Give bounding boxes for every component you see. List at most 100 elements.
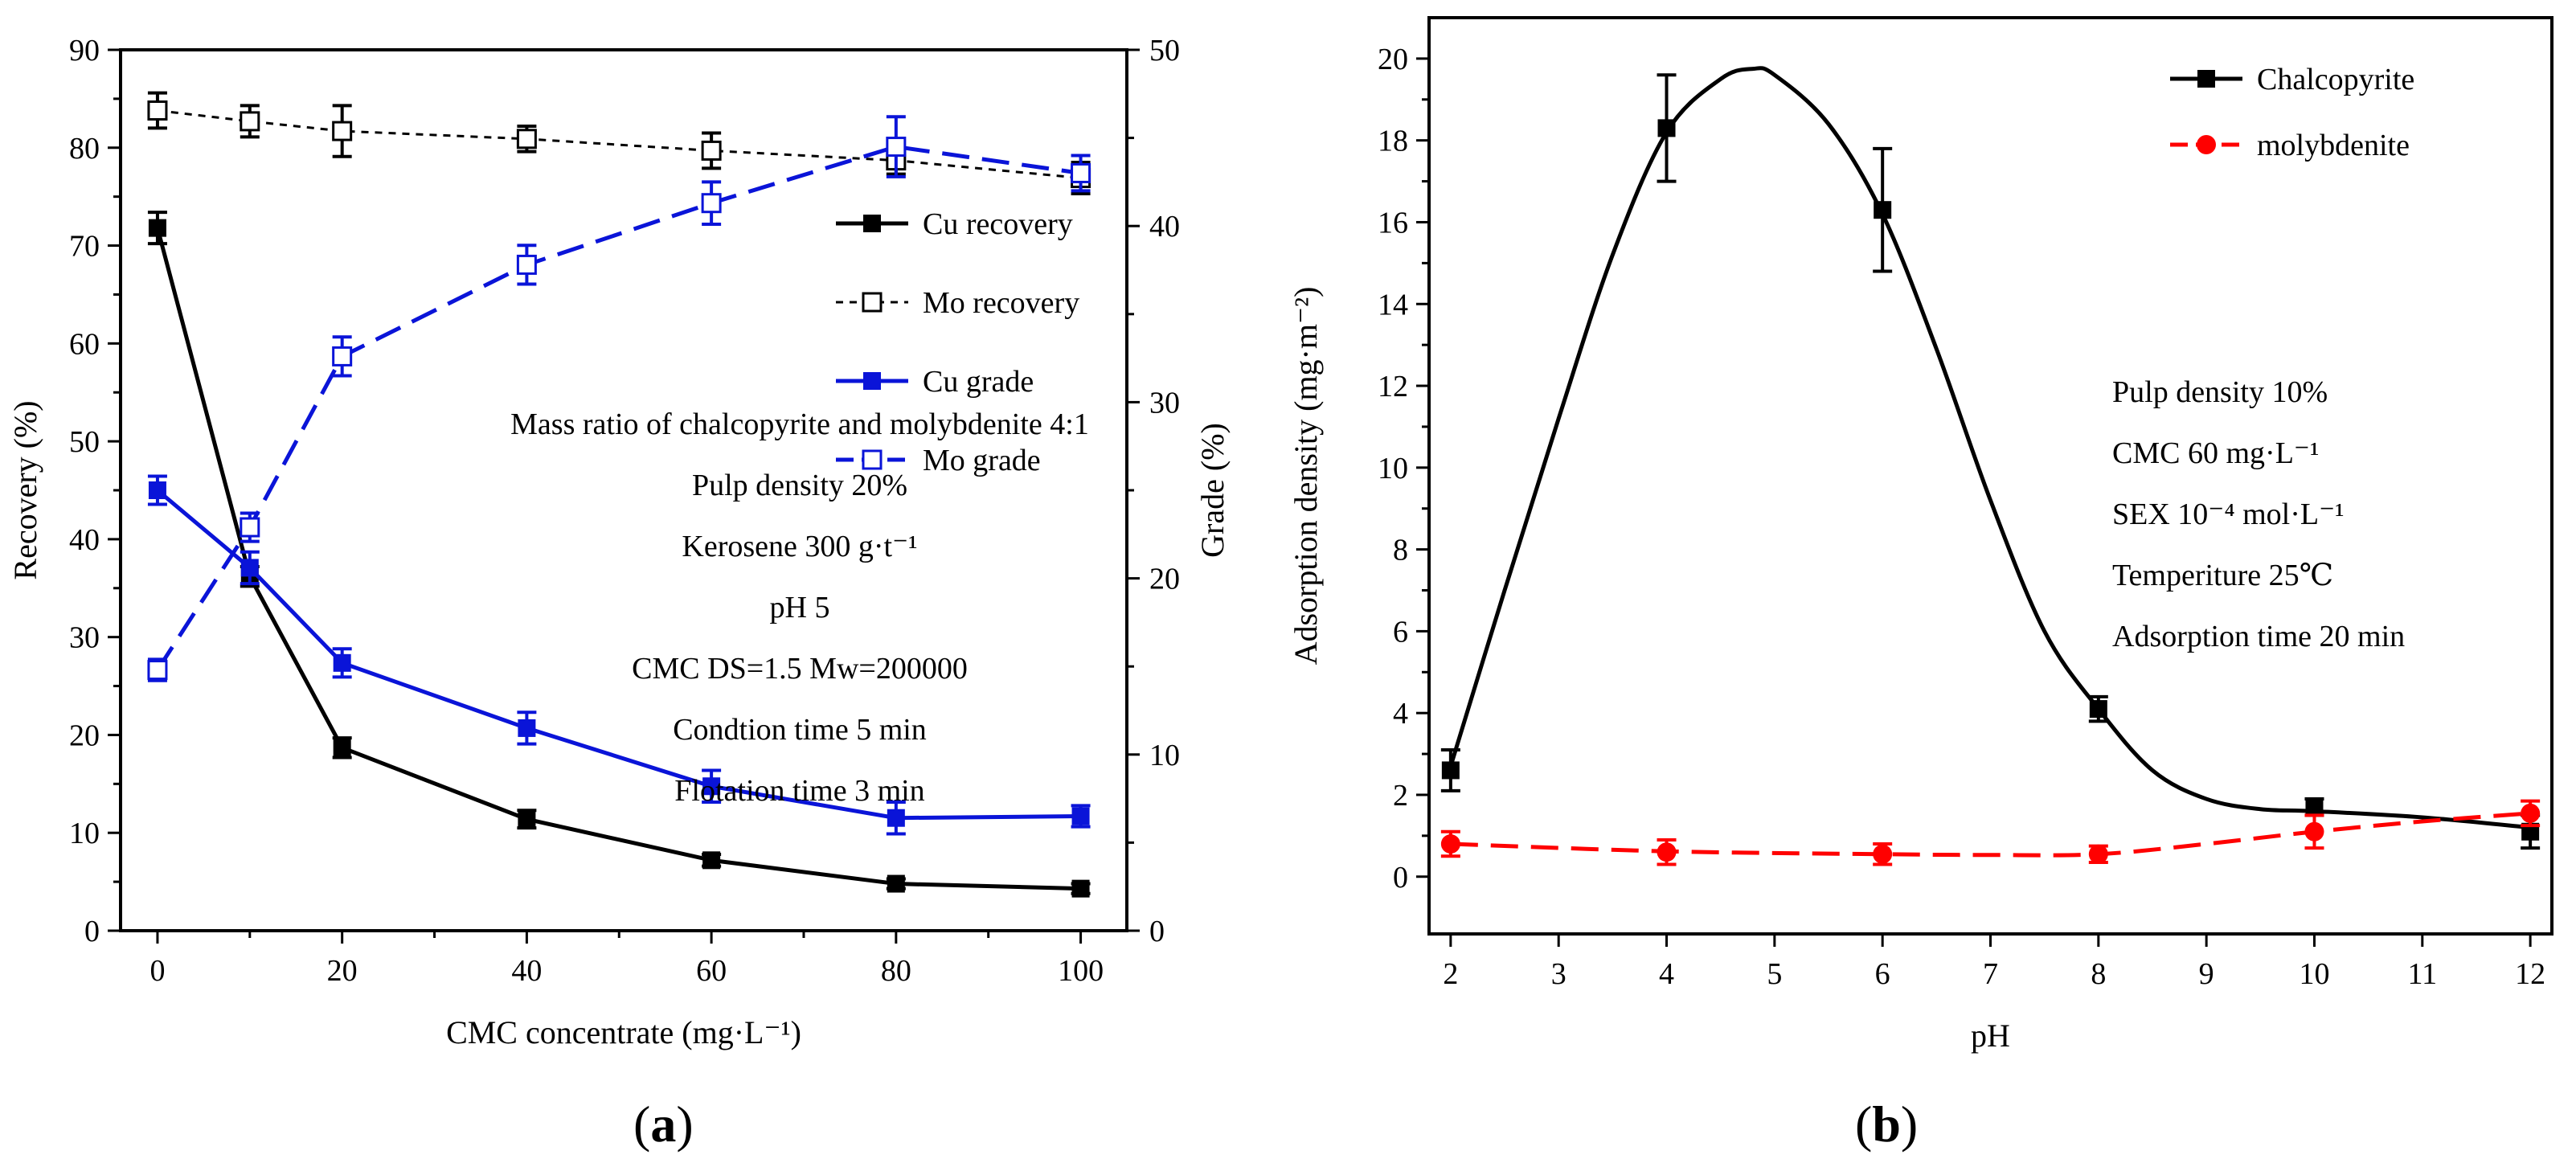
legend-label: Chalcopyrite (2257, 63, 2414, 96)
data-point (887, 809, 905, 827)
x-tick-label: 100 (1058, 954, 1104, 988)
y-tick-label: 90 (69, 34, 100, 68)
data-point (516, 254, 537, 275)
legend-marker (863, 215, 881, 232)
y-tick-label: 6 (1393, 615, 1408, 649)
data-point (1071, 162, 1091, 183)
data-point (518, 810, 536, 829)
y-tick-label: 70 (69, 230, 100, 264)
data-point (147, 100, 168, 121)
series-mo-recovery (147, 91, 1091, 196)
y-axis-label: Adsorption density (mg·m⁻²) (1288, 287, 1324, 665)
x-tick-label: 80 (881, 954, 911, 988)
legend-marker (863, 372, 881, 390)
x-tick-label: 60 (696, 954, 727, 988)
legend-marker (2197, 135, 2216, 154)
y2-tick-label: 20 (1149, 563, 1180, 596)
y-tick-label: 10 (69, 817, 100, 850)
data-point (333, 739, 351, 757)
data-point (516, 129, 537, 149)
data-point (2088, 844, 2108, 864)
annotation-text: Condtion time 5 min (673, 713, 927, 747)
y-tick-label: 60 (69, 327, 100, 361)
data-point (148, 219, 166, 237)
data-point (1657, 842, 1677, 862)
y-axis-label: Recovery (%) (7, 400, 43, 579)
series-line (157, 109, 1081, 180)
data-point (702, 851, 721, 870)
legend-label: Mo grade (923, 444, 1041, 477)
y-tick-label: 30 (69, 621, 100, 655)
x-tick-label: 10 (2299, 957, 2329, 991)
y-tick-label: 40 (69, 523, 100, 557)
legend-label: Mo recovery (923, 286, 1079, 320)
y-tick-label: 18 (1378, 125, 1408, 158)
x-tick-label: 0 (149, 954, 165, 988)
x-tick-label: 7 (1983, 957, 1998, 991)
data-point (518, 719, 536, 737)
data-point (2521, 803, 2541, 823)
x-tick-label: 9 (2199, 957, 2214, 991)
panel-a-label: (a) (633, 1095, 694, 1153)
y-tick-label: 16 (1378, 206, 1408, 240)
data-point (701, 140, 722, 161)
x-tick-label: 11 (2408, 957, 2438, 991)
y2-tick-label: 10 (1149, 739, 1180, 772)
y2-tick-label: 40 (1149, 210, 1180, 244)
series-cu-grade (147, 474, 1091, 836)
annotation-text: Flotation time 3 min (674, 774, 924, 808)
data-point (332, 346, 353, 366)
series-molybdenite (1440, 799, 2541, 866)
annotation-text: CMC DS=1.5 Mw=200000 (632, 652, 968, 686)
x-axis-label: pH (1971, 1018, 2010, 1054)
annotation-text: Temperiture 25℃ (2112, 559, 2333, 592)
data-point (240, 111, 260, 132)
x-tick-label: 40 (511, 954, 542, 988)
annotation-block: Mass ratio of chalcopyrite and molybdeni… (510, 407, 1089, 808)
legend-marker (862, 449, 883, 470)
data-point (702, 777, 721, 796)
y-tick-label: 10 (1378, 452, 1408, 485)
legend: Chalcopyrite molybdenite (2170, 63, 2414, 162)
annotation-text: Pulp density 10% (2112, 375, 2328, 409)
series-line (1448, 66, 2531, 830)
data-point (240, 517, 260, 538)
data-point (1657, 119, 1676, 137)
data-point (2089, 700, 2107, 719)
y-tick-label: 4 (1393, 697, 1408, 731)
annotation-text: Pulp density 20% (692, 469, 907, 502)
y-tick-label: 12 (1378, 370, 1408, 403)
series-line (1450, 811, 2531, 858)
legend-label: molybdenite (2257, 129, 2410, 162)
y-tick-label: 50 (69, 425, 100, 459)
y-tick-label: 80 (69, 132, 100, 166)
y2-tick-label: 0 (1149, 915, 1165, 948)
x-tick-label: 8 (2091, 957, 2106, 991)
annotation-text: pH 5 (770, 591, 830, 624)
panel-a-chart: 0 20 40 60 80 100 0 10 20 30 40 50 60 70 80 90 0 10 20 30 40… (7, 34, 1231, 1050)
y-tick-label: 2 (1393, 779, 1408, 813)
legend-marker (2197, 70, 2215, 88)
x-axis-label: CMC concentrate (mg·L⁻¹) (446, 1014, 801, 1050)
annotation-text: Kerosene 300 g·t⁻¹ (682, 530, 917, 563)
data-point (2521, 822, 2540, 841)
annotation-block: Pulp density 10% CMC 60 mg·L⁻¹ SEX 10⁻⁴ mo… (2112, 375, 2405, 653)
data-point (1440, 834, 1460, 854)
data-point (333, 653, 351, 672)
data-point (1071, 879, 1090, 898)
y2-tick-label: 30 (1149, 386, 1180, 420)
data-point (2305, 798, 2324, 817)
y-tick-label: 14 (1378, 288, 1408, 321)
series-chalcopyrite (1440, 66, 2541, 850)
panel-b-chart: 2 3 4 5 6 7 8 9 10 11 12 0 2 4 6 8 10 12 14 16 18 20 pH Adsorpt… (1288, 16, 2553, 1054)
data-point (1441, 761, 1460, 780)
x-tick-label: 12 (2515, 957, 2545, 991)
series-mo-grade (147, 115, 1091, 682)
data-point (332, 121, 353, 141)
data-point (240, 559, 259, 577)
x-tick-label: 2 (1443, 957, 1458, 991)
y-tick-label: 20 (1378, 43, 1408, 76)
y-tick-label: 0 (84, 915, 100, 948)
x-tick-label: 6 (1875, 957, 1890, 991)
